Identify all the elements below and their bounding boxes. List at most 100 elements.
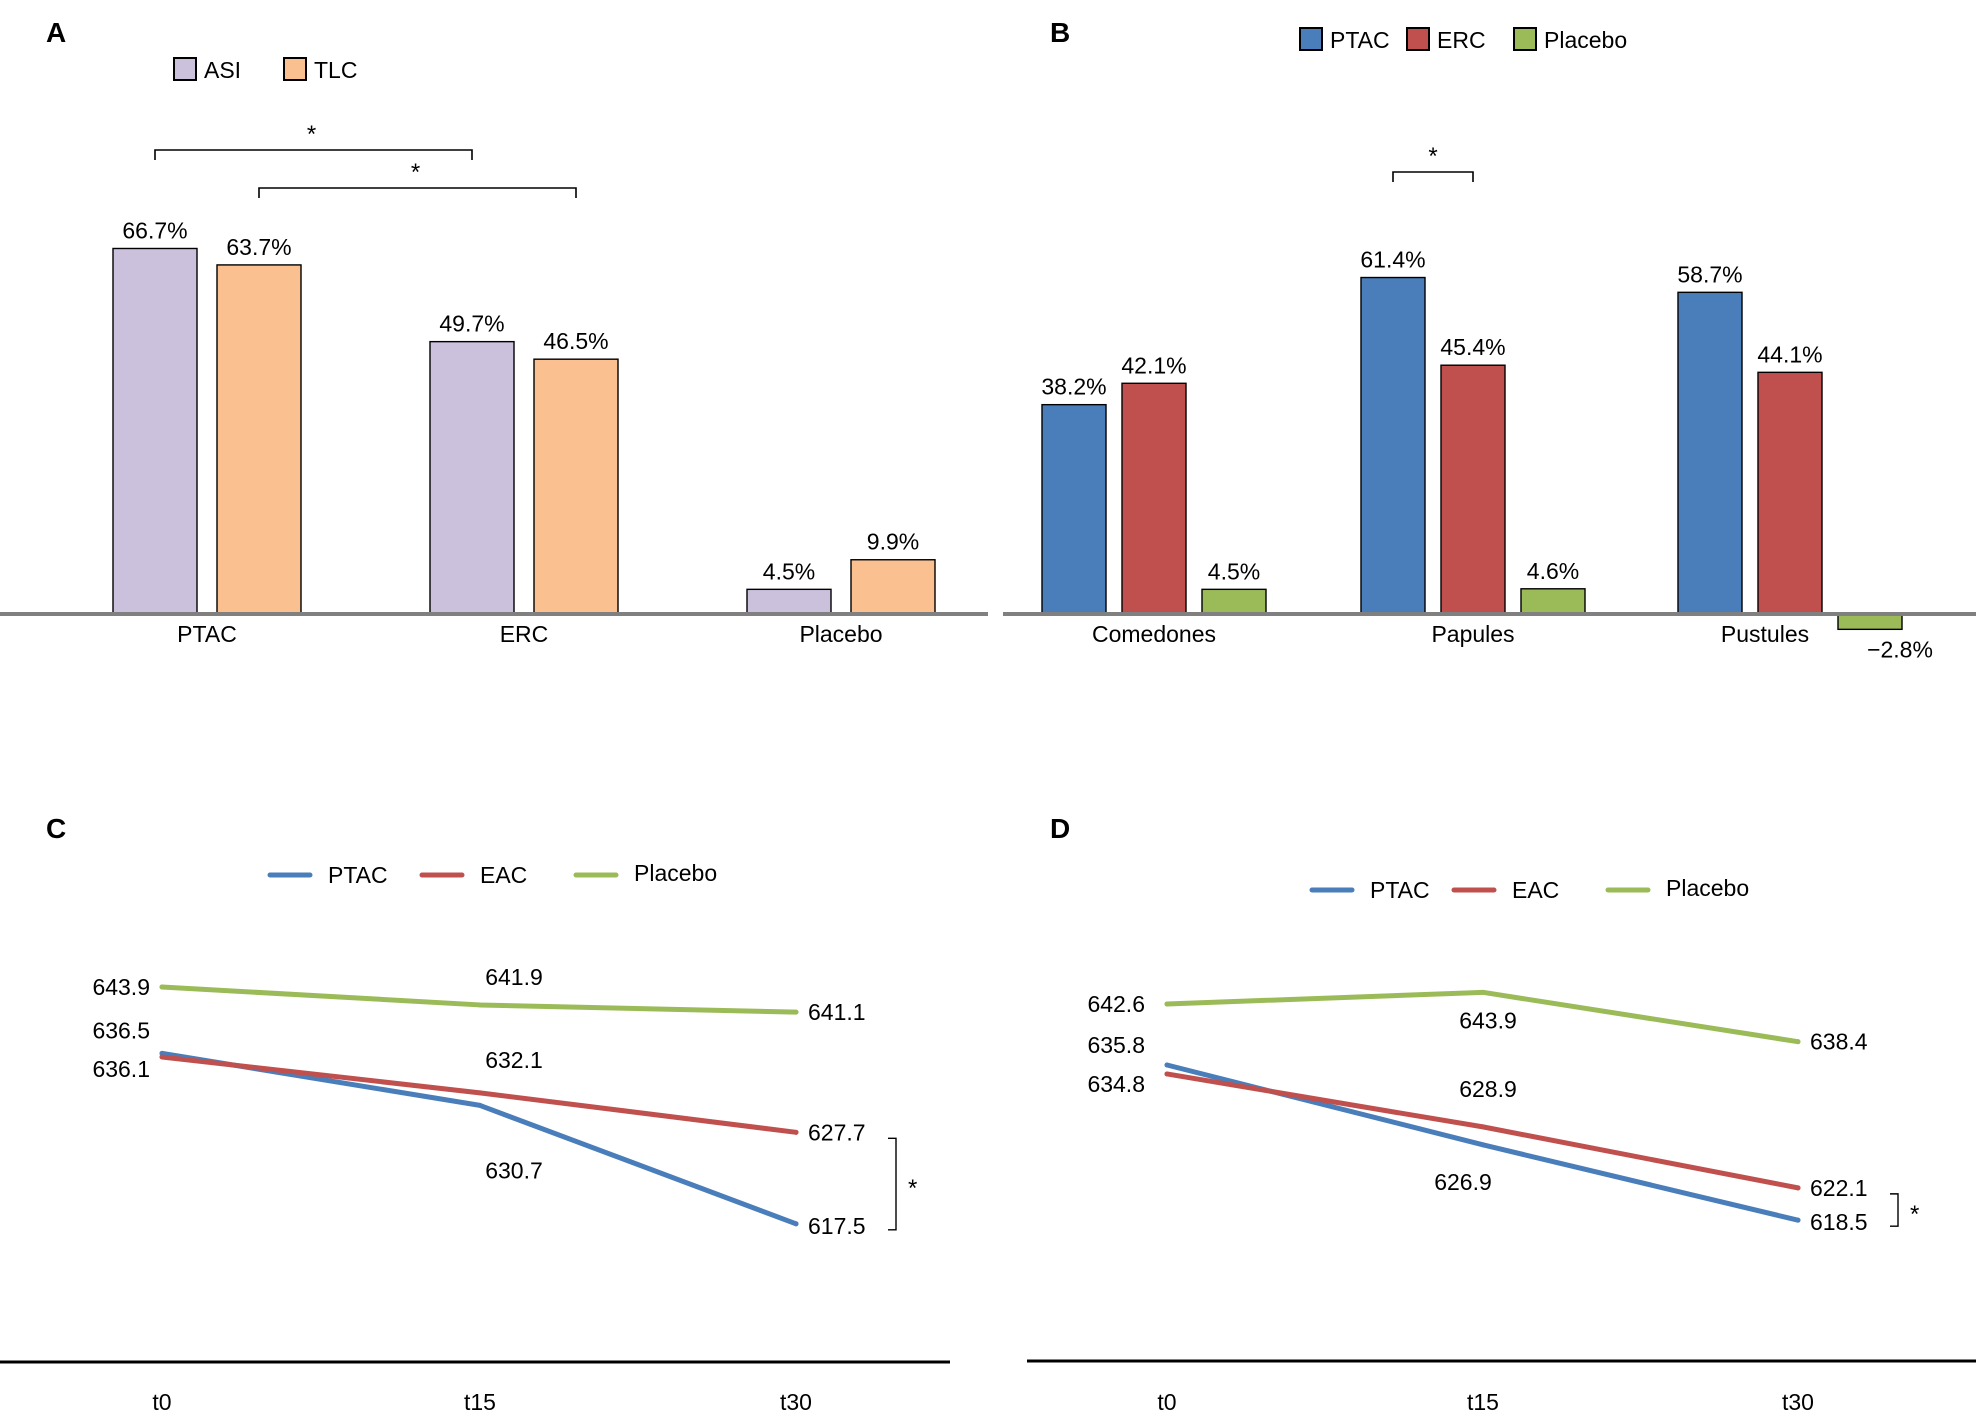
data-point-ptac-t15 (1480, 1142, 1486, 1148)
data-point-eac-t30 (793, 1129, 799, 1135)
data-point-eac-t15 (477, 1090, 483, 1096)
significance-bracket (154, 149, 473, 160)
data-point-placebo-t0 (1164, 1001, 1170, 1007)
bar-placebo-tlc (850, 559, 936, 615)
legend-label-placebo: Placebo (634, 860, 717, 886)
legend-label-erc: ERC (1437, 27, 1486, 53)
data-label-placebo-t0: 642.6 (1087, 991, 1145, 1017)
bar-comedones-placebo (1201, 588, 1267, 615)
significance-bracket (888, 1137, 897, 1231)
x-tick-ptac: PTAC (177, 621, 237, 647)
data-label-eac-t30: 622.1 (1810, 1175, 1868, 1201)
data-label-comedones-erc: 42.1% (1121, 352, 1186, 378)
x-tick-erc: ERC (500, 621, 549, 647)
data-label-placebo-t15: 641.9 (485, 964, 543, 990)
significance-star: * (908, 1175, 917, 1202)
data-label-placebo-t30: 638.4 (1810, 1029, 1868, 1055)
panel-letter-b: B (1050, 17, 1070, 48)
x-tick-placebo: Placebo (799, 621, 882, 647)
data-point-ptac-t30 (793, 1221, 799, 1227)
data-label-pustules-erc: 44.1% (1757, 341, 1822, 367)
legend-label-asi: ASI (204, 57, 241, 83)
data-label-placebo-t30: 641.1 (808, 999, 866, 1025)
x-tick-comedones: Comedones (1092, 621, 1216, 647)
legend-label-placebo: Placebo (1544, 27, 1627, 53)
data-label-ptac-t15: 626.9 (1434, 1169, 1492, 1195)
legend-swatch-placebo (1513, 27, 1537, 51)
bar-comedones-ptac (1041, 403, 1107, 615)
data-label-ptac-t30: 617.5 (808, 1213, 866, 1239)
bar-comedones-erc (1121, 382, 1187, 615)
data-label-ptac-t0: 636.5 (92, 1017, 150, 1043)
data-label-eac-t15: 628.9 (1459, 1076, 1517, 1102)
data-label-placebo-tlc: 9.9% (867, 529, 919, 555)
data-point-eac-t30 (1795, 1185, 1801, 1191)
significance-bracket (258, 187, 577, 198)
x-tick-t30: t30 (1782, 1389, 1814, 1414)
bar-erc-tlc (533, 358, 619, 615)
bar-pustules-placebo (1837, 613, 1903, 631)
data-point-placebo-t30 (793, 1009, 799, 1015)
bar-papules-ptac (1360, 276, 1426, 615)
data-label-papules-erc: 45.4% (1440, 334, 1505, 360)
x-tick-t15: t15 (1467, 1389, 1499, 1414)
x-tick-t30: t30 (780, 1389, 812, 1414)
bar-pustules-erc (1757, 371, 1823, 615)
legend-label-placebo: Placebo (1666, 875, 1749, 901)
legend-label-ptac: PTAC (1370, 877, 1430, 903)
x-tick-pustules: Pustules (1721, 621, 1809, 647)
significance-star: * (1910, 1201, 1919, 1228)
bar-papules-erc (1440, 364, 1506, 615)
data-label-ptac-t0: 635.8 (1087, 1032, 1145, 1058)
data-label-papules-ptac: 61.4% (1360, 247, 1425, 273)
data-label-ptac-t15: 630.7 (485, 1157, 543, 1183)
bar-papules-placebo (1520, 588, 1586, 615)
legend-label-eac: EAC (480, 862, 527, 888)
data-point-eac-t15 (1480, 1124, 1486, 1130)
data-label-eac-t30: 627.7 (808, 1119, 866, 1145)
legend-label-ptac: PTAC (1330, 27, 1390, 53)
significance-bracket (1890, 1193, 1899, 1227)
data-label-comedones-ptac: 38.2% (1041, 374, 1106, 400)
legend-label-tlc: TLC (314, 57, 357, 83)
x-tick-papules: Papules (1431, 621, 1514, 647)
data-label-placebo-t0: 643.9 (92, 974, 150, 1000)
data-point-placebo-t0 (159, 984, 165, 990)
data-label-placebo-asi: 4.5% (763, 558, 815, 584)
x-tick-t15: t15 (464, 1389, 496, 1414)
series-line-placebo (159, 984, 799, 1015)
data-label-eac-t15: 632.1 (485, 1047, 543, 1073)
significance-star: * (307, 121, 316, 148)
data-label-eac-t0: 636.1 (92, 1056, 150, 1082)
panel-b: B PTAC ERC Placebo 38.2% 42.1% 4.5% Comedones 61… (1003, 17, 1976, 662)
data-point-ptac-t0 (1164, 1062, 1170, 1068)
bar-ptac-tlc (216, 264, 302, 615)
significance-star: * (1428, 143, 1437, 170)
data-point-eac-t0 (1164, 1071, 1170, 1077)
legend-swatch-tlc (283, 57, 307, 81)
significance-star: * (411, 159, 420, 186)
series-line-ptac (159, 1050, 799, 1227)
legend-label-eac: EAC (1512, 877, 1559, 903)
x-tick-t0: t0 (1157, 1389, 1176, 1414)
panel-a: A ASI TLC 66.7% 63.7% PTAC 49.7% 46.5% ERC 4.5% 9.… (0, 17, 988, 647)
data-point-ptac-t15 (477, 1102, 483, 1108)
panel-letter-d: D (1050, 813, 1070, 844)
data-point-placebo-t15 (477, 1002, 483, 1008)
data-label-comedones-placebo: 4.5% (1208, 558, 1260, 584)
data-label-pustules-ptac: 58.7% (1677, 261, 1742, 287)
data-label-ptac-t30: 618.5 (1810, 1209, 1868, 1235)
panel-c: C PTAC EAC Placebo 636.5 630.7 617.5 636.1 632.1… (0, 813, 950, 1414)
legend-swatch-ptac (1299, 27, 1323, 51)
data-point-eac-t0 (159, 1054, 165, 1060)
significance-bracket (1392, 171, 1474, 182)
data-label-placebo-t15: 643.9 (1459, 1007, 1517, 1033)
panel-letter-a: A (46, 17, 66, 48)
panel-letter-c: C (46, 813, 66, 844)
data-point-ptac-t30 (1795, 1217, 1801, 1223)
data-label-ptac-tlc: 63.7% (226, 234, 291, 260)
data-label-pustules-placebo: −2.8% (1867, 636, 1933, 662)
data-point-placebo-t30 (1795, 1039, 1801, 1045)
data-label-ptac-asi: 66.7% (122, 217, 187, 243)
